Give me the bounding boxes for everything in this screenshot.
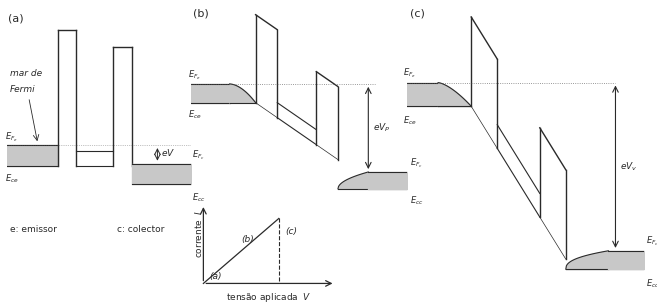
Text: $E_{cc}$: $E_{cc}$ bbox=[646, 277, 657, 290]
Text: $E_{cc}$: $E_{cc}$ bbox=[193, 191, 206, 204]
Text: c: colector: c: colector bbox=[117, 225, 164, 234]
Text: $E_{ce}$: $E_{ce}$ bbox=[189, 108, 202, 121]
Text: $E_{cc}$: $E_{cc}$ bbox=[409, 194, 423, 207]
Text: $E_{F_c}$: $E_{F_c}$ bbox=[409, 156, 422, 170]
Text: mar de: mar de bbox=[11, 69, 42, 78]
Text: (a): (a) bbox=[9, 13, 24, 23]
Text: (a): (a) bbox=[210, 272, 222, 281]
Text: (c): (c) bbox=[410, 9, 424, 19]
Text: corrente  $I$: corrente $I$ bbox=[193, 210, 204, 259]
Text: $eV_P$: $eV_P$ bbox=[373, 122, 390, 134]
Text: $E_{ce}$: $E_{ce}$ bbox=[5, 173, 18, 185]
Text: tensão aplicada  $V$: tensão aplicada $V$ bbox=[226, 291, 311, 302]
Text: $E_{F_c}$: $E_{F_c}$ bbox=[193, 149, 205, 162]
Text: e: emissor: e: emissor bbox=[11, 225, 57, 234]
Text: $E_{F_e}$: $E_{F_e}$ bbox=[5, 130, 18, 144]
Text: (b): (b) bbox=[193, 8, 208, 18]
Text: Fermi: Fermi bbox=[11, 85, 36, 95]
Text: $eV_v$: $eV_v$ bbox=[620, 160, 638, 173]
Text: $eV$: $eV$ bbox=[161, 146, 175, 158]
Text: $E_{F_e}$: $E_{F_e}$ bbox=[403, 66, 416, 80]
Text: $E_{F_c}$: $E_{F_c}$ bbox=[646, 235, 657, 248]
Text: (c): (c) bbox=[285, 227, 297, 236]
Text: (b): (b) bbox=[241, 235, 254, 244]
Text: $E_{ce}$: $E_{ce}$ bbox=[403, 114, 417, 127]
Text: $E_{F_e}$: $E_{F_e}$ bbox=[189, 69, 202, 82]
